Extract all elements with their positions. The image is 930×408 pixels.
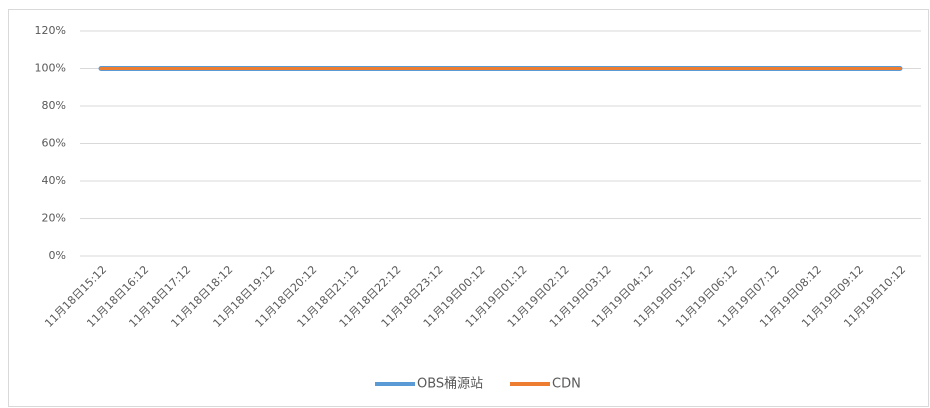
y-tick-label: 120% [35, 24, 66, 37]
legend-label: OBS桶源站 [417, 377, 483, 392]
legend-label: CDN [552, 377, 581, 392]
y-tick-label: 20% [42, 212, 66, 225]
y-tick-label: 80% [42, 99, 66, 112]
y-tick-label: 60% [42, 137, 66, 150]
chart-frame [8, 9, 929, 407]
y-tick-label: 40% [42, 174, 66, 187]
y-tick-label: 100% [35, 62, 66, 75]
y-tick-label: 0% [49, 249, 66, 262]
